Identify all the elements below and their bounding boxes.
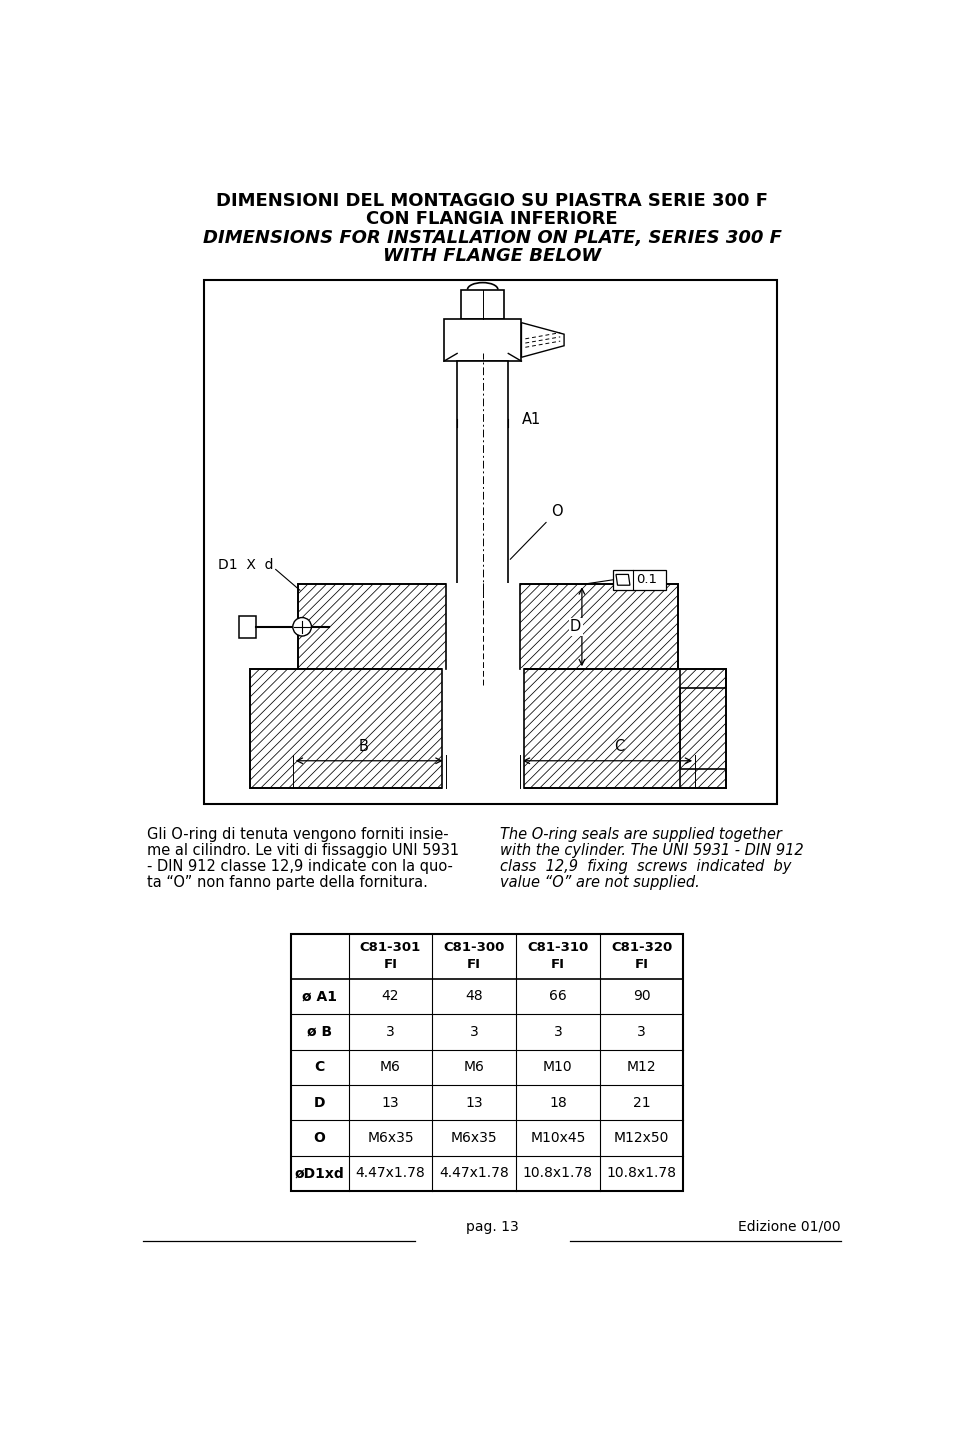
Text: FI: FI [635, 959, 649, 972]
Text: WITH FLANGE BELOW: WITH FLANGE BELOW [383, 248, 601, 265]
Text: M10: M10 [543, 1060, 573, 1075]
Text: M6x35: M6x35 [451, 1130, 497, 1145]
Text: me al cilindro. Le viti di fissaggio UNI 5931: me al cilindro. Le viti di fissaggio UNI… [147, 843, 459, 859]
Text: 3: 3 [469, 1025, 478, 1039]
Text: 48: 48 [466, 989, 483, 1003]
Text: 21: 21 [633, 1096, 650, 1109]
Bar [445, 582, 520, 671]
Text: 0.1: 0.1 [636, 572, 658, 585]
Text: M10x45: M10x45 [530, 1130, 586, 1145]
Text: 4.47x1.78: 4.47x1.78 [440, 1166, 509, 1181]
Text: C81-301: C81-301 [360, 942, 421, 954]
Text: C81-300: C81-300 [444, 942, 505, 954]
Text: 13: 13 [466, 1096, 483, 1109]
Bar [612, 570, 665, 590]
Text: 3: 3 [386, 1025, 395, 1039]
Text: FI: FI [468, 959, 481, 972]
Polygon shape [521, 322, 564, 358]
Text: 3: 3 [637, 1025, 646, 1039]
Text: 10.8x1.78: 10.8x1.78 [607, 1166, 677, 1181]
Text: ta “O” non fanno parte della fornitura.: ta “O” non fanno parte della fornitura. [147, 876, 428, 890]
Text: M6x35: M6x35 [367, 1130, 414, 1145]
Text: 13: 13 [382, 1096, 399, 1109]
Text: ø B: ø B [307, 1025, 332, 1039]
Text: D1  X  d: D1 X d [218, 558, 274, 572]
Text: M12x50: M12x50 [613, 1130, 669, 1145]
Text: FI: FI [551, 959, 564, 972]
Text: C: C [614, 740, 624, 754]
Text: 3: 3 [554, 1025, 563, 1039]
Text: value “O” are not supplied.: value “O” are not supplied. [500, 876, 700, 890]
Text: DIMENSIONS FOR INSTALLATION ON PLATE, SERIES 300 F: DIMENSIONS FOR INSTALLATION ON PLATE, SE… [203, 229, 781, 246]
Text: D: D [570, 620, 582, 634]
Text: A1: A1 [522, 412, 541, 428]
Text: with the cylinder. The UNI 5931 - DIN 912: with the cylinder. The UNI 5931 - DIN 91… [500, 843, 804, 859]
Text: Edizione 01/00: Edizione 01/00 [738, 1219, 841, 1234]
Text: class  12,9  fixing  screws  indicated  by: class 12,9 fixing screws indicated by [500, 860, 791, 874]
Text: 10.8x1.78: 10.8x1.78 [523, 1166, 593, 1181]
Bar [444, 319, 521, 361]
Bar [251, 670, 726, 788]
Bar [457, 361, 508, 584]
Text: 18: 18 [549, 1096, 566, 1109]
Circle shape [293, 618, 311, 635]
Polygon shape [616, 574, 630, 585]
Text: M12: M12 [627, 1060, 657, 1075]
Text: - DIN 912 classe 12,9 indicate con la quo-: - DIN 912 classe 12,9 indicate con la qu… [147, 860, 453, 874]
Text: Gli O-ring di tenuta vengono forniti insie-: Gli O-ring di tenuta vengono forniti ins… [147, 827, 448, 841]
Text: 90: 90 [633, 989, 650, 1003]
Bar [291, 934, 684, 1191]
Text: M6: M6 [464, 1060, 485, 1075]
Text: DIMENSIONI DEL MONTAGGIO SU PIASTRA SERIE 300 F: DIMENSIONI DEL MONTAGGIO SU PIASTRA SERI… [216, 192, 768, 210]
Text: CON FLANGIA INFERIORE: CON FLANGIA INFERIORE [366, 210, 618, 228]
Text: øD1xd: øD1xd [295, 1166, 345, 1181]
Bar [461, 289, 504, 319]
Text: D: D [314, 1096, 325, 1109]
Text: B: B [358, 740, 369, 754]
Text: FI: FI [383, 959, 397, 972]
Bar [204, 280, 778, 804]
Bar [442, 668, 524, 790]
Bar [299, 584, 678, 670]
Text: 4.47x1.78: 4.47x1.78 [355, 1166, 425, 1181]
Text: C81-310: C81-310 [527, 942, 588, 954]
Text: 42: 42 [382, 989, 399, 1003]
Text: ø A1: ø A1 [302, 989, 337, 1003]
Text: O: O [314, 1130, 325, 1145]
Text: M6: M6 [380, 1060, 401, 1075]
Text: C81-320: C81-320 [611, 942, 672, 954]
Text: pag. 13: pag. 13 [466, 1219, 518, 1234]
Text: C: C [315, 1060, 324, 1075]
Text: The O-ring seals are supplied together: The O-ring seals are supplied together [500, 827, 781, 841]
Text: 66: 66 [549, 989, 566, 1003]
Bar [239, 615, 255, 638]
Text: O: O [510, 504, 563, 560]
